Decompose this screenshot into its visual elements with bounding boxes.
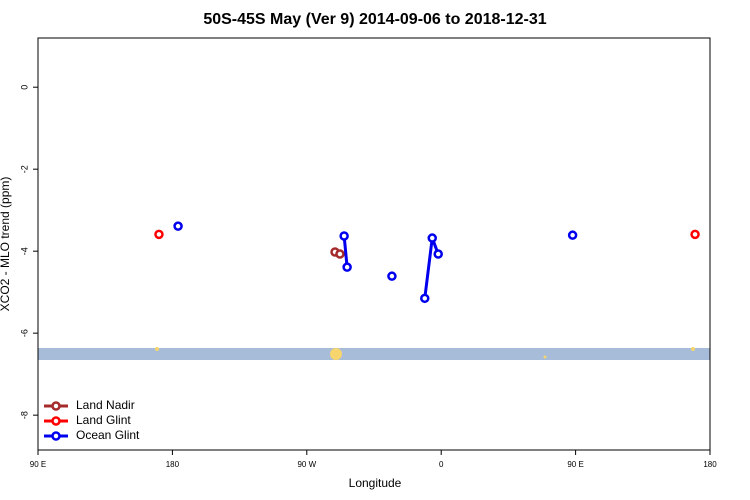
x-tick-label: 90 E (30, 460, 46, 469)
land-blob (691, 347, 695, 351)
y-tick-label: -4 (19, 247, 29, 255)
land-blob (543, 355, 547, 359)
point (342, 262, 352, 272)
y-tick-label: 0 (19, 85, 29, 90)
point (420, 293, 430, 304)
x-tick-label: 180 (166, 460, 180, 469)
point (433, 249, 443, 259)
point (335, 249, 345, 259)
y-tick-label: -8 (19, 411, 29, 419)
y-tick-label: -2 (19, 165, 29, 173)
legend-label: Ocean Glint (76, 428, 140, 442)
plot-frame (37, 37, 711, 451)
land-band (38, 348, 710, 360)
series-line (344, 235, 572, 298)
land-blob (330, 348, 342, 360)
legend-marker (51, 431, 61, 441)
point (567, 230, 578, 240)
point (387, 271, 397, 281)
chart-title: 50S-45S May (Ver 9) 2014-09-06 to 2018-1… (203, 11, 546, 28)
y-axis-label: XCO2 - MLO trend (ppm) (0, 177, 12, 312)
x-tick-label: 0 (439, 460, 444, 469)
legend-marker (51, 401, 61, 411)
point (173, 221, 183, 231)
legend-marker (51, 416, 61, 426)
land-blob (155, 347, 159, 351)
point (154, 229, 164, 240)
x-tick-label: 90 E (567, 460, 583, 469)
x-axis-label: Longitude (349, 476, 402, 490)
point (427, 233, 437, 243)
point (690, 229, 700, 240)
legend-label: Land Glint (76, 413, 131, 427)
x-tick-label: 180 (703, 460, 717, 469)
point (339, 231, 349, 241)
x-tick-label: 90 W (297, 460, 316, 469)
legend-label: Land Nadir (76, 398, 135, 412)
y-tick-label: -6 (19, 329, 29, 337)
